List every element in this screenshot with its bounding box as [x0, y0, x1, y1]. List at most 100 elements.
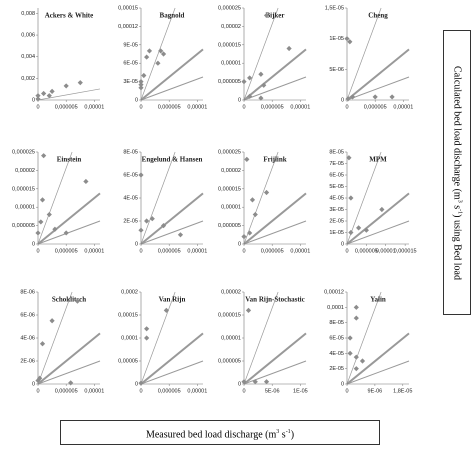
y-tick-label: 6E-05 [123, 172, 138, 178]
y-tick-label: 2E-05 [329, 218, 344, 224]
reference-line [243, 360, 307, 385]
reference-line [140, 291, 176, 385]
y-tick-label: 0,000015 [12, 186, 35, 192]
reference-line [37, 220, 101, 245]
y-tick-label: 0,00015 [118, 5, 138, 11]
point [346, 155, 352, 161]
y-tick-label: 0 [341, 241, 344, 247]
y-tick-label: 0,00012 [118, 24, 138, 30]
y-tick-label: 0,00005 [118, 358, 138, 364]
point [353, 366, 359, 372]
point [138, 85, 144, 91]
y-tick-label: 6E-05 [329, 172, 344, 178]
point [263, 12, 270, 18]
point [46, 211, 52, 218]
x-tick-label: 0,000005 [55, 248, 78, 254]
point [241, 79, 247, 85]
x-tick-label: 0,000005 [261, 248, 284, 254]
x-tick-label: 0 [242, 248, 245, 254]
y-tick-label: 0,000025 [218, 5, 241, 11]
point [52, 226, 58, 232]
y-tick-label: 0,0002 [121, 289, 138, 295]
point [39, 341, 46, 347]
point [252, 211, 258, 218]
x-tick-label: 0 [139, 388, 142, 394]
y-tick-label: 5E-05 [329, 184, 344, 190]
point [155, 60, 161, 66]
reference-line [140, 192, 204, 245]
y-tick-label: 0,00015 [118, 312, 138, 318]
point [41, 90, 47, 97]
chart-title: Van Rijn-Stochastic [245, 296, 304, 304]
x-tick-label: 0,000005 [158, 388, 181, 394]
point [163, 307, 169, 313]
y-tick-label: 4E-05 [329, 351, 344, 357]
x-tick-label: 0 [139, 104, 142, 110]
y-tick-label: 0,000005 [218, 223, 241, 229]
y-tick-label: 0,00002 [221, 24, 241, 30]
y-tick-label: 0,00001 [221, 335, 241, 341]
y-tick-label: 0 [341, 97, 344, 103]
y-tick-label: 0,000025 [218, 149, 241, 155]
y-tick-label: 0 [32, 241, 35, 247]
chart-title: Bijker [265, 12, 284, 20]
point [68, 380, 74, 386]
point [249, 197, 256, 203]
x-tick-label: 0 [345, 104, 348, 110]
y-axis-label: Calculated bed load discharge (m3 s-1) u… [451, 66, 462, 280]
point [74, 298, 81, 304]
reference-line [346, 48, 410, 101]
y-axis-label-box: Calculated bed load discharge (m3 s-1) u… [443, 30, 471, 315]
point [353, 315, 359, 321]
point [141, 72, 147, 79]
reference-line [346, 76, 410, 101]
reference-line [140, 76, 204, 101]
label-text: ) [290, 429, 295, 441]
point [38, 219, 44, 225]
label-sup: 3 [276, 429, 280, 435]
chart-title: Bagnold [160, 12, 185, 20]
point [353, 304, 359, 310]
chart-title: Engelund & Hansen [142, 156, 203, 164]
y-tick-label: 3E-05 [329, 207, 344, 213]
x-tick-label: 0,00001 [187, 248, 207, 254]
point [347, 335, 353, 341]
point [241, 234, 247, 240]
label-text: Measured bed load discharge (m [145, 429, 277, 441]
point [347, 39, 353, 45]
label-text: Calculated bed load discharge (m [451, 65, 463, 200]
point [160, 223, 167, 229]
reference-line [140, 7, 176, 101]
reference-line [140, 332, 204, 385]
y-tick-label: 5E-06 [329, 67, 344, 73]
label-sup: -1 [285, 429, 291, 435]
point [144, 218, 150, 224]
label-sup: -1 [456, 208, 463, 214]
y-tick-label: 0,00012 [324, 289, 344, 295]
x-tick-label: 5E-06 [265, 388, 280, 394]
y-tick-label: 2E-05 [123, 218, 138, 224]
y-tick-label: 0 [238, 381, 241, 387]
point [247, 75, 253, 81]
y-tick-label: 2E-06 [20, 358, 35, 364]
point [138, 227, 144, 233]
x-tick-label: 0 [345, 248, 348, 254]
x-tick-label: 0,000005 [261, 104, 284, 110]
point [144, 326, 150, 332]
y-tick-label: 4E-05 [123, 195, 138, 201]
reference-line [346, 291, 382, 385]
y-tick-label: 0,004 [21, 54, 35, 60]
chart-title: Cheng [368, 12, 388, 20]
x-tick-label: 0 [242, 388, 245, 394]
x-tick-label: 1E-05 [293, 388, 308, 394]
y-tick-label: 0,000015 [218, 312, 241, 318]
reference-line [140, 151, 176, 245]
reference-line [346, 360, 410, 385]
point [350, 94, 356, 100]
point [261, 82, 267, 88]
point [347, 350, 353, 356]
point [244, 156, 250, 162]
reference-line [243, 220, 307, 245]
point [39, 197, 46, 203]
chart-title: Yalin [370, 296, 386, 304]
